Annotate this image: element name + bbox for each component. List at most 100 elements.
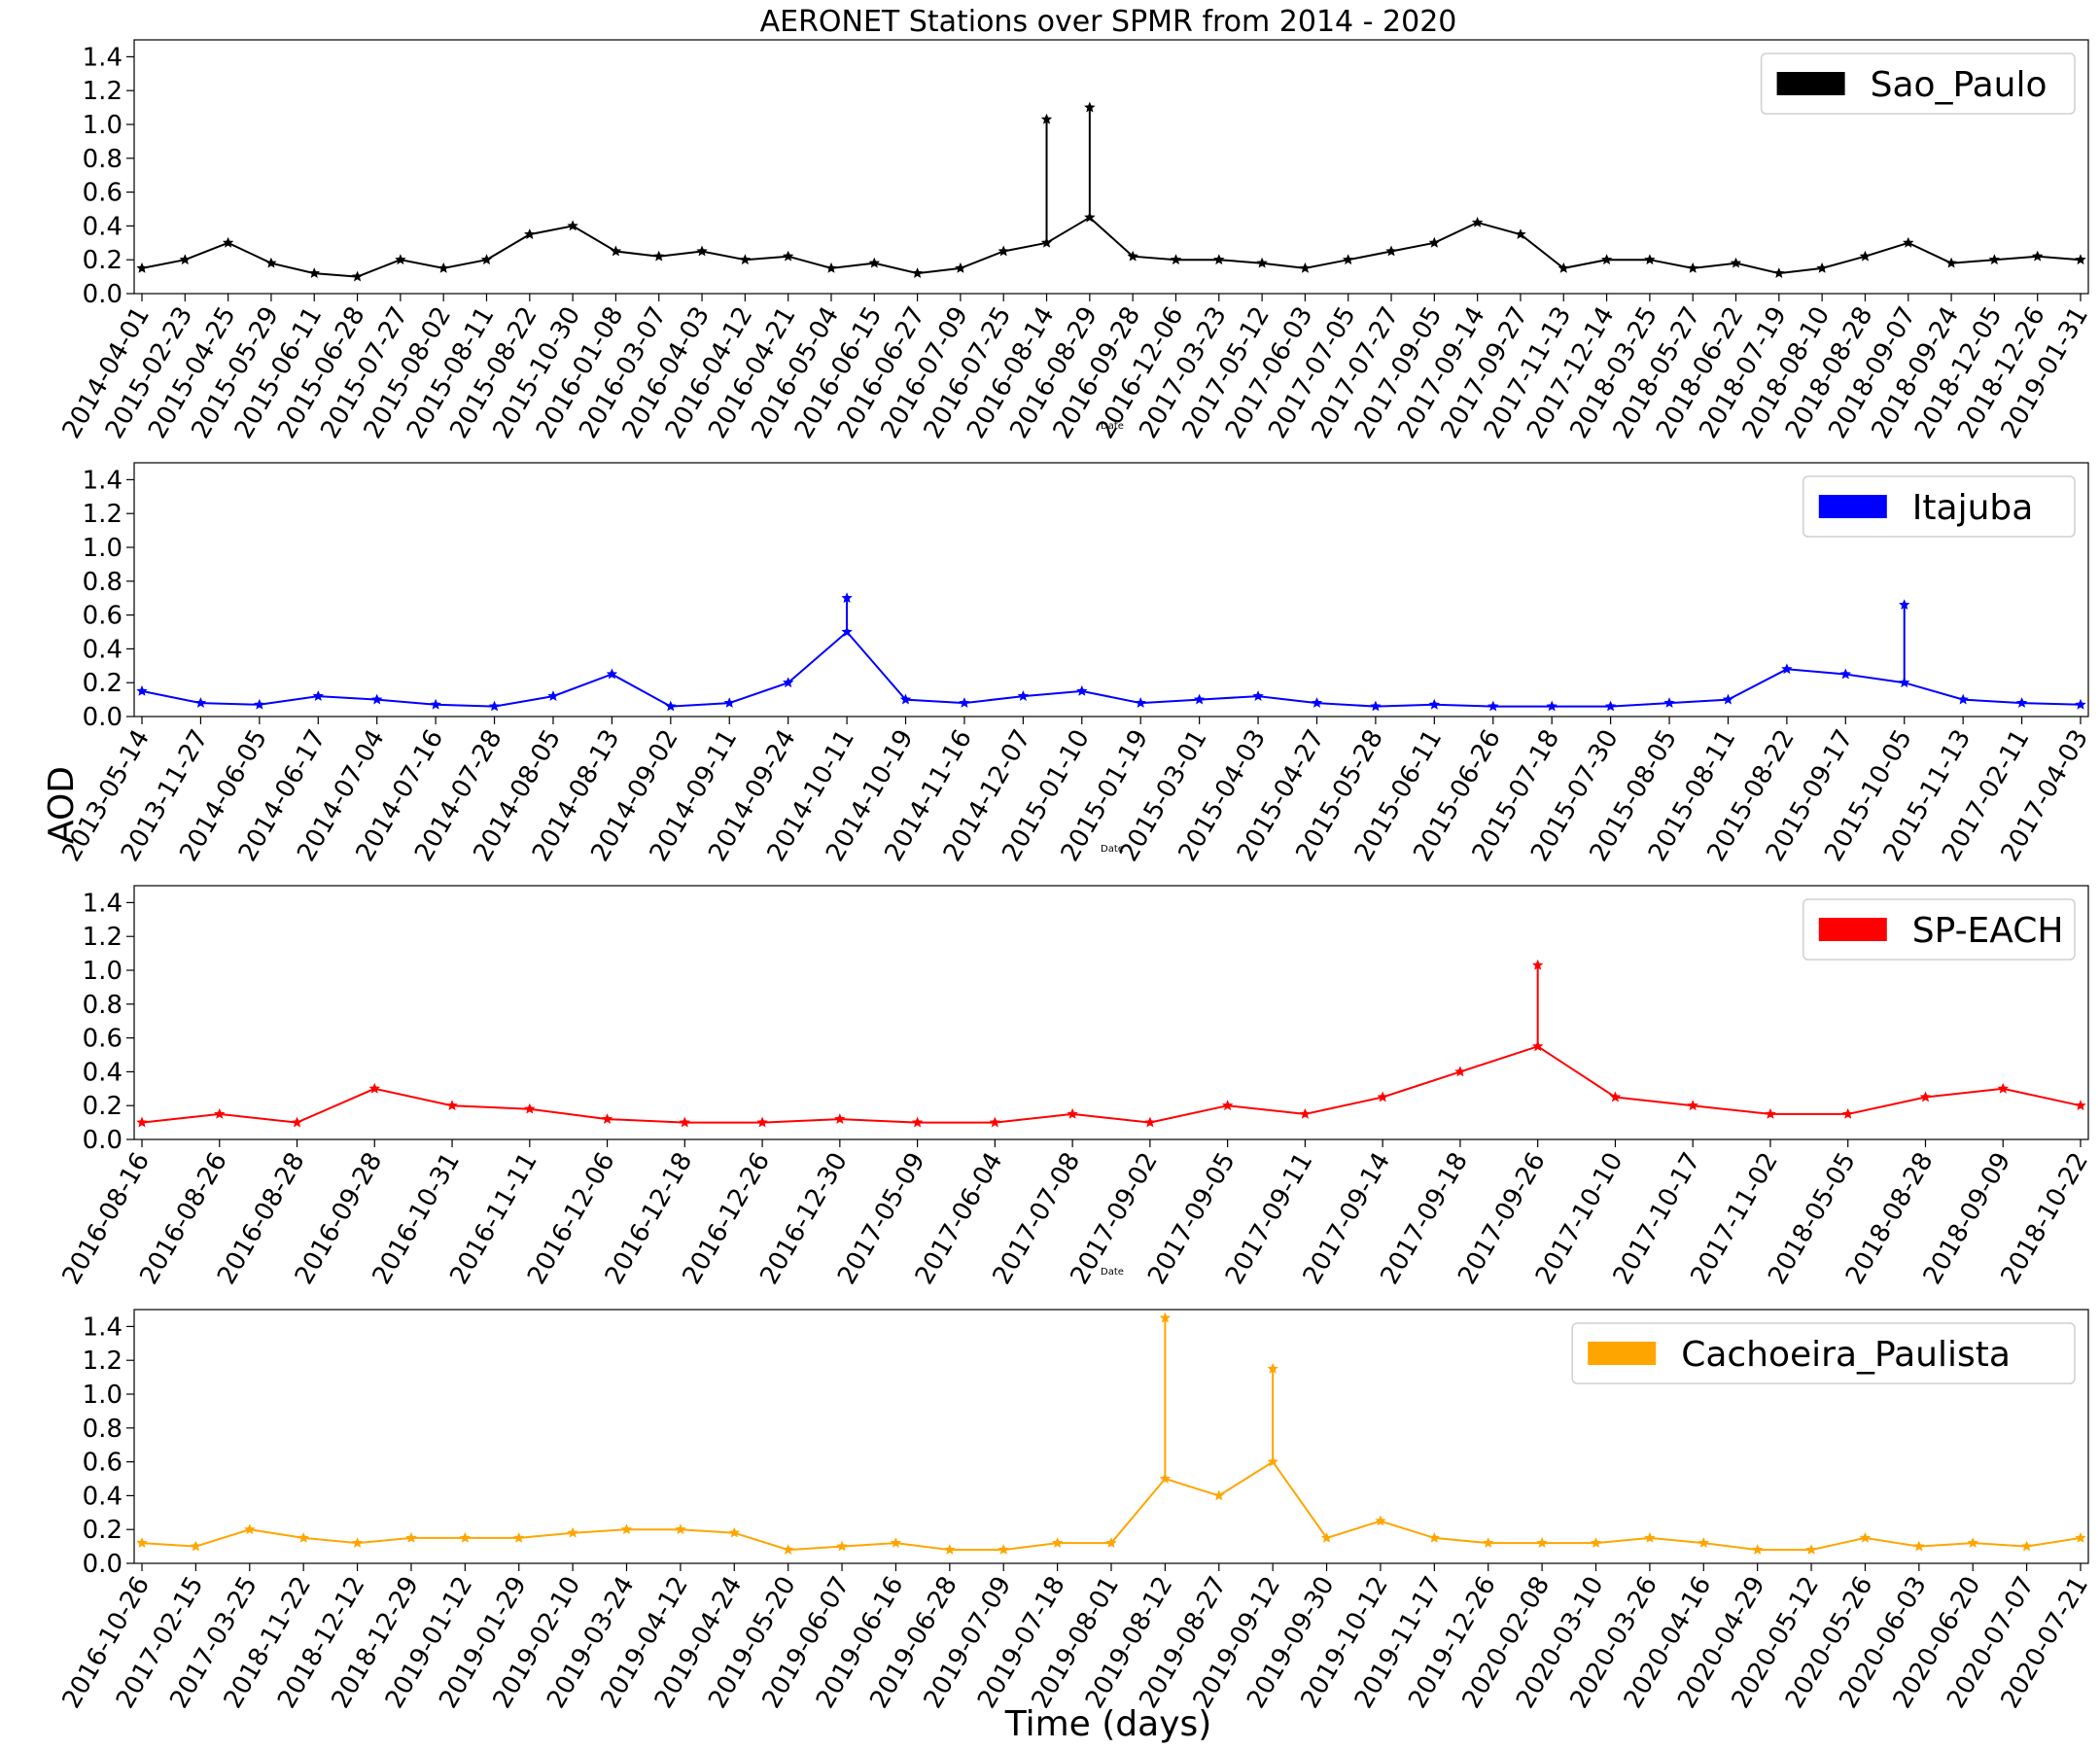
data-point	[1644, 1531, 1656, 1543]
chart-panel-sp-each: 0.00.20.40.60.81.01.21.42016-08-162016-0…	[57, 885, 2094, 1289]
data-point	[1859, 250, 1872, 262]
y-tick-label: 0.2	[83, 669, 122, 698]
y-tick-label: 1.2	[83, 77, 122, 106]
y-tick-label: 0.4	[83, 1482, 122, 1511]
data-point	[1343, 254, 1354, 265]
data-point	[1687, 1100, 1698, 1111]
peak-point	[1040, 113, 1053, 124]
data-point	[308, 267, 320, 278]
y-tick-label: 0.0	[83, 1126, 122, 1155]
data-point	[136, 1537, 148, 1548]
data-point	[1919, 1091, 1932, 1102]
legend-label: Itajuba	[1912, 488, 2034, 528]
x-axis-small-label: Date	[1101, 1267, 1124, 1278]
chart-panel-itajuba: 0.00.20.40.60.81.01.21.42013-05-142013-1…	[57, 462, 2094, 866]
peak-point	[1084, 101, 1096, 113]
y-tick-label: 0.6	[83, 179, 122, 208]
data-point	[1127, 250, 1138, 262]
data-point	[1546, 700, 1558, 712]
data-point	[524, 228, 536, 239]
data-point	[1105, 1537, 1117, 1548]
series-line	[141, 630, 2082, 708]
y-tick-label: 1.2	[83, 923, 122, 952]
data-point	[1536, 1537, 1548, 1548]
data-point	[567, 1526, 578, 1538]
data-point	[1609, 1091, 1622, 1102]
legend-label: Sao_Paulo	[1871, 65, 2048, 105]
data-point	[351, 270, 364, 282]
plot-frame	[133, 39, 2089, 295]
data-point	[696, 245, 708, 257]
data-point	[1663, 697, 1675, 708]
data-point	[2020, 1540, 2033, 1552]
data-point	[1375, 1515, 1386, 1526]
y-tick-label: 1.0	[83, 957, 122, 986]
data-point	[998, 1544, 1009, 1555]
data-point	[298, 1531, 309, 1543]
data-point	[783, 677, 794, 688]
data-point	[1017, 690, 1030, 701]
x-axis-small-label: Date	[1101, 421, 1124, 432]
y-tick-label: 0.8	[83, 568, 122, 597]
data-point	[679, 1116, 690, 1128]
data-point	[1193, 693, 1206, 705]
data-point	[2032, 250, 2044, 262]
y-tick-label: 0.2	[83, 1516, 122, 1545]
y-tick-label: 0.0	[83, 703, 122, 732]
data-point	[1765, 1107, 1776, 1119]
y-tick-label: 1.4	[83, 889, 122, 918]
data-point	[1722, 693, 1734, 705]
data-point	[1859, 1531, 1872, 1543]
data-point	[1488, 700, 1499, 712]
y-tick-label: 1.4	[83, 43, 122, 72]
data-point	[459, 1531, 471, 1543]
data-point	[136, 684, 148, 696]
data-point	[1805, 1544, 1817, 1555]
data-point	[783, 250, 794, 262]
data-point	[291, 1116, 303, 1128]
y-tick-label: 0.2	[83, 1092, 122, 1121]
data-point	[2075, 1531, 2086, 1543]
data-point	[723, 697, 735, 708]
data-point	[610, 245, 622, 257]
legend-label: SP-EACH	[1912, 911, 2064, 951]
data-point	[446, 1100, 458, 1111]
data-point	[868, 257, 880, 268]
data-point	[1370, 700, 1382, 712]
data-point	[254, 698, 265, 710]
data-point	[222, 236, 234, 248]
data-point	[265, 257, 277, 268]
data-point	[1730, 257, 1742, 268]
data-point	[567, 220, 578, 231]
data-point	[395, 254, 406, 265]
data-point	[513, 1531, 525, 1543]
legend-box	[1802, 475, 2076, 538]
data-point	[1471, 216, 1484, 228]
data-point	[190, 1540, 202, 1552]
data-point	[1454, 1066, 1466, 1077]
chart-panel-cachoeira-paulista: 0.00.20.40.60.81.01.21.42016-10-262017-0…	[57, 1309, 2094, 1713]
y-tick-label: 1.4	[83, 466, 122, 495]
peak-point	[1267, 1362, 1278, 1374]
data-point	[1252, 690, 1264, 701]
data-point	[783, 1544, 794, 1555]
data-point	[998, 245, 1009, 257]
data-point	[1687, 262, 1698, 273]
peak-point	[841, 592, 853, 604]
data-point	[136, 262, 148, 273]
data-point	[1213, 1489, 1225, 1501]
legend-swatch	[1776, 72, 1845, 95]
plot-frame	[133, 462, 2089, 718]
peak-point	[1899, 599, 1910, 610]
data-point	[1558, 262, 1569, 273]
y-tick-label: 0.6	[83, 1025, 122, 1054]
data-point	[2015, 697, 2028, 708]
data-point	[1988, 254, 2001, 265]
data-point	[136, 1116, 148, 1128]
data-point	[1839, 668, 1851, 680]
data-point	[1213, 254, 1225, 265]
y-tick-label: 1.4	[83, 1312, 122, 1342]
y-tick-label: 0.2	[83, 246, 122, 275]
data-point	[1256, 257, 1268, 268]
data-point	[547, 690, 559, 701]
